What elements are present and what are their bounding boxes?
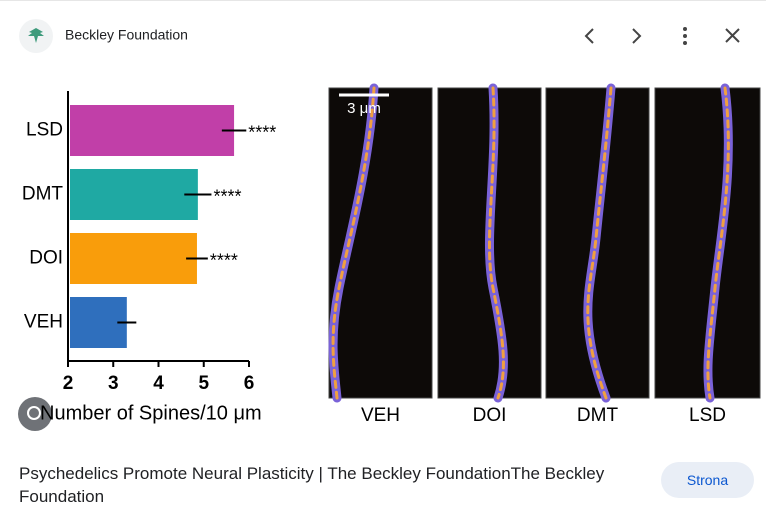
- dendrite-glow: [586, 86, 613, 400]
- prev-button[interactable]: [584, 28, 594, 44]
- x-tick-label: 6: [244, 373, 255, 394]
- scale-bar-label: 3 μm: [347, 100, 381, 117]
- x-tick-label: 5: [198, 373, 209, 394]
- lens-icon: [27, 406, 41, 420]
- x-tick-label: 3: [108, 373, 119, 394]
- source-name[interactable]: Beckley Foundation: [65, 27, 188, 43]
- dendrite-glow: [706, 86, 730, 400]
- significance-label: ****: [248, 122, 276, 142]
- close-button[interactable]: [725, 28, 740, 43]
- y-tick-label: DOI: [29, 248, 63, 269]
- bar: [70, 105, 235, 156]
- bar: [70, 233, 197, 284]
- y-tick-label: DMT: [22, 184, 64, 205]
- next-button[interactable]: [632, 28, 642, 44]
- x-axis-label: Number of Spines/10 μm: [40, 402, 262, 424]
- significance-label: ****: [210, 250, 238, 270]
- x-tick-label: 4: [153, 373, 164, 394]
- visit-button[interactable]: Strona: [661, 462, 754, 498]
- micrograph-label: DOI: [473, 405, 507, 426]
- bar: [70, 169, 198, 220]
- viewer-canvas: Beckley Foundation VEH DOI DMT LSD 3 μm 2 3 4 5…: [18, 19, 761, 431]
- y-tick-label: LSD: [26, 120, 63, 141]
- x-tick-label: 2: [63, 373, 74, 394]
- micrograph-label: VEH: [361, 405, 400, 426]
- y-tick-label: VEH: [24, 312, 63, 333]
- micrograph-label: LSD: [689, 405, 726, 426]
- micrograph-label: DMT: [577, 405, 619, 426]
- more-button[interactable]: [683, 27, 687, 45]
- significance-label: ****: [213, 186, 241, 206]
- dendrite-glow: [331, 86, 376, 400]
- logo-bird: [28, 28, 44, 43]
- dendrite-glow: [487, 86, 505, 400]
- lens-button[interactable]: [18, 397, 52, 431]
- image-caption[interactable]: Psychedelics Promote Neural Plasticity |…: [19, 464, 605, 506]
